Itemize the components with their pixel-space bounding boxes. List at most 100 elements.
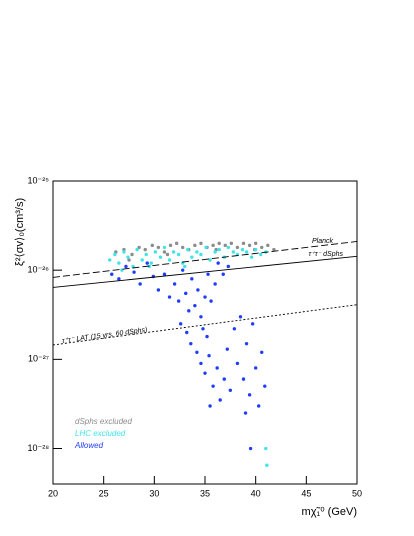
limit-line <box>52 304 358 346</box>
point <box>217 247 221 252</box>
point <box>156 288 161 292</box>
point <box>253 366 258 370</box>
point <box>178 322 183 326</box>
point <box>145 261 149 265</box>
point <box>110 272 114 276</box>
point <box>240 247 245 252</box>
point <box>213 282 217 286</box>
y-tick-label: 10⁻²⁷ <box>28 354 49 364</box>
x-tick-label: 35 <box>200 488 210 498</box>
point <box>263 384 267 388</box>
point <box>225 347 229 351</box>
point <box>226 264 231 269</box>
line-label: τ⁺τ⁻ dSphs <box>309 251 344 258</box>
point <box>260 245 264 250</box>
point <box>272 247 276 252</box>
point <box>143 247 147 252</box>
point <box>176 252 181 257</box>
point <box>185 330 189 335</box>
point <box>122 247 126 252</box>
point <box>176 299 181 303</box>
point <box>199 315 203 319</box>
point <box>199 241 203 246</box>
point <box>153 250 158 254</box>
point <box>244 250 249 254</box>
point <box>122 250 126 254</box>
point <box>158 255 163 259</box>
point <box>135 247 139 252</box>
point <box>207 353 211 358</box>
point <box>168 243 173 248</box>
point <box>204 245 208 250</box>
point <box>196 288 200 292</box>
point <box>181 268 185 272</box>
point <box>117 261 121 265</box>
point <box>241 241 246 246</box>
point <box>260 350 264 354</box>
point <box>186 247 190 252</box>
x-tick-label: 40 <box>251 488 261 498</box>
point <box>266 243 270 248</box>
point <box>211 384 215 388</box>
point <box>244 341 249 346</box>
point <box>228 388 233 392</box>
point <box>162 245 167 250</box>
point <box>162 250 167 254</box>
point <box>147 264 151 269</box>
point <box>208 258 212 262</box>
point <box>150 243 155 248</box>
point <box>223 243 227 248</box>
point <box>218 398 222 402</box>
point <box>127 258 131 262</box>
point <box>117 277 121 281</box>
point <box>203 371 207 375</box>
point <box>199 252 203 257</box>
point <box>248 446 253 451</box>
x-tick-label: 50 <box>352 488 362 498</box>
point <box>201 327 205 331</box>
point <box>132 270 136 274</box>
point <box>222 377 226 381</box>
point <box>195 350 199 354</box>
point <box>247 393 252 397</box>
point <box>199 361 203 366</box>
x-tick-label: 25 <box>99 488 109 498</box>
point <box>203 295 207 299</box>
point <box>209 299 213 303</box>
point <box>144 252 148 257</box>
point <box>190 277 194 281</box>
point <box>249 255 254 259</box>
point <box>221 272 225 276</box>
point <box>253 247 258 252</box>
point <box>156 245 161 250</box>
point <box>171 250 176 254</box>
point <box>195 250 199 254</box>
point <box>190 255 194 259</box>
point <box>189 341 193 346</box>
point <box>108 258 112 262</box>
point <box>174 241 179 246</box>
point <box>229 241 234 246</box>
y-axis-label: ξ²⟨σv⟩₀(cm³/s) <box>14 198 26 266</box>
legend-entry: LHC excluded <box>75 429 126 438</box>
point <box>130 252 134 257</box>
point <box>206 272 210 276</box>
point <box>257 404 261 408</box>
x-tick-label: 20 <box>48 488 58 498</box>
point <box>193 303 197 308</box>
point <box>235 245 240 250</box>
point <box>215 366 219 370</box>
limit-line <box>52 255 358 288</box>
point <box>208 404 212 408</box>
point <box>238 315 243 319</box>
point <box>213 250 217 254</box>
point <box>241 377 246 381</box>
x-tick-label: 45 <box>301 488 311 498</box>
y-tick-label: 10⁻²⁶ <box>28 265 50 275</box>
point <box>167 258 172 262</box>
x-axis-label: mχ̃₁⁰ (GeV) <box>302 506 357 518</box>
point <box>183 264 187 269</box>
point <box>149 261 153 265</box>
